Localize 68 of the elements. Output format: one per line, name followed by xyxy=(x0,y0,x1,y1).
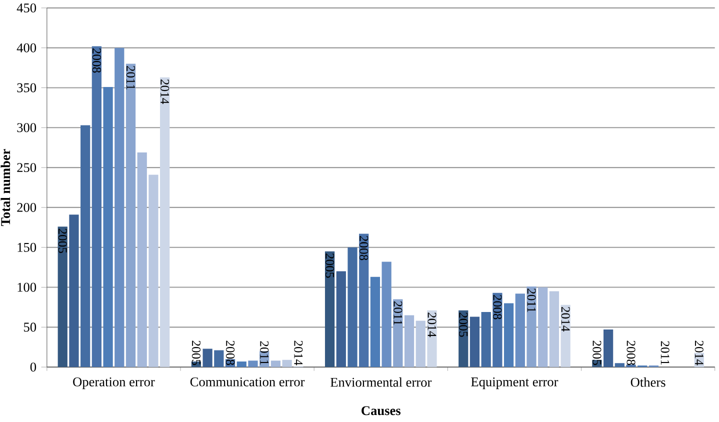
bar xyxy=(69,214,79,368)
bar xyxy=(236,362,246,368)
y-tick-label: 250 xyxy=(17,163,36,172)
series-label: 2011 xyxy=(260,341,269,365)
bar xyxy=(80,125,90,368)
bar xyxy=(92,46,102,368)
text: 2005 xyxy=(58,228,67,254)
text: 2014 xyxy=(160,80,170,104)
text: 2005 xyxy=(592,340,602,366)
text: 2005 xyxy=(326,254,334,278)
bar xyxy=(416,320,426,368)
bar xyxy=(504,303,514,368)
bar xyxy=(160,77,170,368)
series-label: 2014 xyxy=(694,340,704,366)
x-tick-label: Communication error xyxy=(190,377,305,386)
bar xyxy=(282,360,292,368)
y-tick-label: 450 xyxy=(16,3,36,12)
text: 2014 xyxy=(294,340,303,366)
bar xyxy=(470,316,480,368)
bar xyxy=(148,174,158,368)
bar xyxy=(248,360,258,368)
text: 2011 xyxy=(126,66,136,90)
bar xyxy=(137,152,147,368)
y-axis-title: Total number xyxy=(0,149,10,226)
y-tick-label: 400 xyxy=(16,43,36,52)
bar xyxy=(526,286,536,368)
bar xyxy=(58,226,68,368)
bar xyxy=(202,348,212,368)
bar xyxy=(114,48,124,368)
bar xyxy=(427,310,437,368)
y-tick-label: 50 xyxy=(24,322,36,332)
x-tick-label: Equipment error xyxy=(471,377,558,390)
y-tick-label: 200 xyxy=(17,203,36,212)
bar xyxy=(382,262,392,368)
bar xyxy=(393,299,403,368)
bar xyxy=(336,271,346,368)
text: 2014 xyxy=(561,307,570,332)
text: 2014 xyxy=(428,312,436,338)
text: 2008 xyxy=(626,340,636,366)
text: 2011 xyxy=(394,301,402,325)
y-tick-label: 300 xyxy=(17,123,36,132)
x-tick-label: Others xyxy=(630,377,666,387)
y-tick-label: 100 xyxy=(18,282,36,292)
bar xyxy=(515,294,525,368)
y-tick-label: 0 xyxy=(30,362,36,372)
x-tick-label: Operation error xyxy=(73,377,155,390)
bar xyxy=(126,64,136,368)
text: 2008 xyxy=(226,340,235,366)
text: 2008 xyxy=(360,236,368,260)
bar xyxy=(538,287,548,368)
text: 2008 xyxy=(92,48,101,73)
bar xyxy=(214,350,224,368)
bar xyxy=(549,291,560,368)
x-tick-label: Enviormental error xyxy=(330,377,432,387)
y-tick-label: 150 xyxy=(18,242,36,252)
bar xyxy=(604,330,614,368)
bar xyxy=(370,276,380,368)
y-tick-label: 350 xyxy=(17,83,36,92)
text: 2011 xyxy=(660,341,670,365)
bar xyxy=(404,315,414,368)
text: 2011 xyxy=(527,288,536,312)
text: 2005 xyxy=(192,340,200,366)
bar xyxy=(103,86,113,368)
text: 2005 xyxy=(459,312,468,337)
bar xyxy=(270,360,280,368)
x-axis-title: Causes xyxy=(362,406,401,416)
bar xyxy=(324,251,335,368)
text: 2008 xyxy=(493,295,502,320)
